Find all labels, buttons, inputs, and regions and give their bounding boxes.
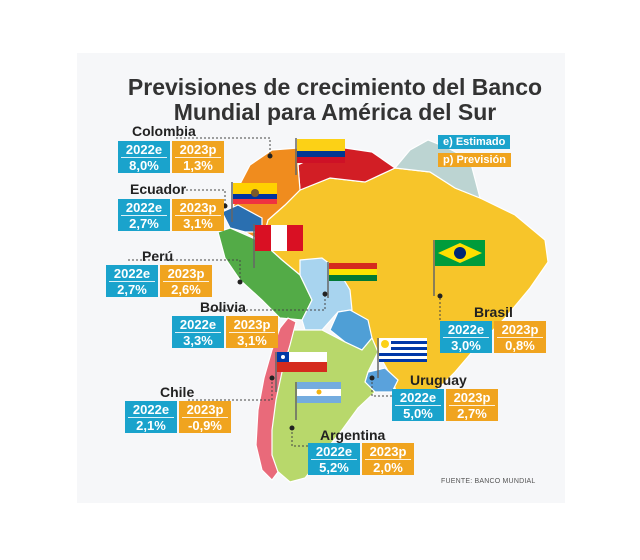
colombia-forecast-value: 1,3% <box>183 158 213 173</box>
country-label-bolivia: Bolivia <box>200 299 246 315</box>
brasil-forecast-value: 0,8% <box>505 338 535 353</box>
country-label-ecuador: Ecuador <box>130 181 187 197</box>
country-label-chile: Chile <box>160 384 195 400</box>
bolivia-estimate-value: 3,3% <box>183 333 213 348</box>
ecuador-estimate-box: 2022e 2,7% <box>118 199 170 231</box>
argentina-estimate-box: 2022e 5,2% <box>308 443 360 475</box>
bolivia-estimate-year: 2022e <box>175 316 221 333</box>
argentina-estimate-year: 2022e <box>311 443 357 460</box>
argentina-estimate-value: 5,2% <box>319 460 349 475</box>
flag-argentina-icon <box>295 382 341 420</box>
country-label-peru: Perú <box>142 248 174 264</box>
legend-forecast: p) Previsión <box>438 153 511 167</box>
flag-chile-icon <box>275 352 327 392</box>
ecuador-forecast-year: 2023p <box>175 199 221 216</box>
chile-estimate-box: 2022e 2,1% <box>125 401 177 433</box>
country-label-colombia: Colombia <box>132 123 196 139</box>
flag-brasil-icon <box>433 240 485 296</box>
uruguay-forecast-box: 2023p 2,7% <box>446 389 498 421</box>
country-label-brasil: Brasil <box>474 304 513 320</box>
flag-uruguay-icon <box>377 338 427 378</box>
bolivia-estimate-box: 2022e 3,3% <box>172 316 224 348</box>
peru-forecast-value: 2,6% <box>171 282 201 297</box>
brasil-forecast-box: 2023p 0,8% <box>494 321 546 353</box>
source-credit: FUENTE: BANCO MUNDIAL <box>441 478 536 485</box>
uruguay-forecast-year: 2023p <box>449 389 495 406</box>
bolivia-forecast-box: 2023p 3,1% <box>226 316 278 348</box>
brasil-estimate-year: 2022e <box>443 321 489 338</box>
flag-colombia-icon <box>295 138 345 175</box>
peru-estimate-year: 2022e <box>109 265 155 282</box>
argentina-forecast-box: 2023p 2,0% <box>362 443 414 475</box>
uruguay-forecast-value: 2,7% <box>457 406 487 421</box>
uruguay-estimate-year: 2022e <box>395 389 441 406</box>
colombia-estimate-year: 2022e <box>121 141 167 158</box>
ecuador-forecast-value: 3,1% <box>183 216 213 231</box>
flag-ecuador-icon <box>231 182 277 222</box>
chile-forecast-value: -0,9% <box>188 418 222 433</box>
argentina-forecast-value: 2,0% <box>373 460 403 475</box>
bolivia-forecast-year: 2023p <box>229 316 275 333</box>
flag-bolivia-icon <box>327 262 377 298</box>
uruguay-estimate-box: 2022e 5,0% <box>392 389 444 421</box>
argentina-forecast-year: 2023p <box>365 443 411 460</box>
title-line-2: Mundial para América del Sur <box>173 99 497 125</box>
peru-estimate-box: 2022e 2,7% <box>106 265 158 297</box>
flag-peru-icon <box>253 224 303 268</box>
peru-estimate-value: 2,7% <box>117 282 147 297</box>
chile-estimate-year: 2022e <box>128 401 174 418</box>
colombia-estimate-box: 2022e 8,0% <box>118 141 170 173</box>
colombia-forecast-box: 2023p 1,3% <box>172 141 224 173</box>
country-label-uruguay: Uruguay <box>410 372 467 388</box>
bolivia-forecast-value: 3,1% <box>237 333 267 348</box>
title-line-1: Previsiones de crecimiento del Banco <box>127 74 543 100</box>
ecuador-estimate-value: 2,7% <box>129 216 159 231</box>
ecuador-estimate-year: 2022e <box>121 199 167 216</box>
colombia-estimate-value: 8,0% <box>129 158 159 173</box>
colombia-forecast-year: 2023p <box>175 141 221 158</box>
chile-forecast-box: 2023p -0,9% <box>179 401 231 433</box>
peru-forecast-year: 2023p <box>163 265 209 282</box>
ecuador-forecast-box: 2023p 3,1% <box>172 199 224 231</box>
brasil-forecast-year: 2023p <box>497 321 543 338</box>
chile-estimate-value: 2,1% <box>136 418 166 433</box>
legend-estimated: e) Estimado <box>438 135 511 149</box>
country-label-argentina: Argentina <box>320 427 386 443</box>
chile-forecast-year: 2023p <box>182 401 228 418</box>
brasil-estimate-box: 2022e 3,0% <box>440 321 492 353</box>
uruguay-estimate-value: 5,0% <box>403 406 433 421</box>
peru-forecast-box: 2023p 2,6% <box>160 265 212 297</box>
brasil-estimate-value: 3,0% <box>451 338 481 353</box>
